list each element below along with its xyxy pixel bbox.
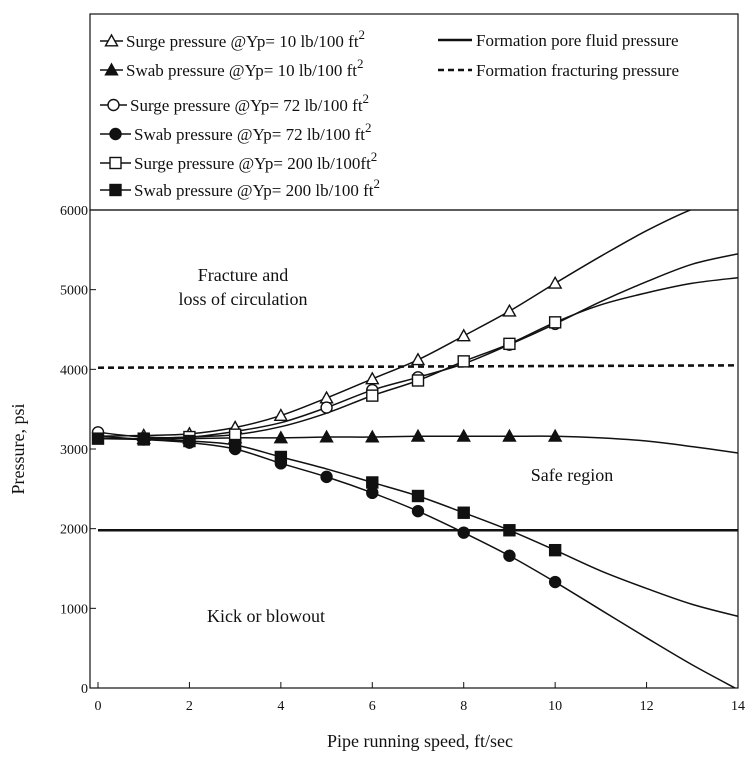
series-line-swab-200 [97, 437, 738, 618]
marker-swab-200 [137, 433, 150, 446]
x-tick-label: 14 [731, 699, 745, 714]
marker-surge-10 [273, 408, 289, 422]
legend-marker-swab-10 [104, 62, 119, 76]
marker-surge-10 [547, 275, 563, 289]
x-tick-label: 6 [369, 699, 376, 714]
marker-swab-200 [548, 543, 562, 557]
legend-label-text: Swab pressure @Yp= 72 lb/100 ft [134, 125, 365, 144]
region-label-fracture-line1: Fracture and [198, 265, 288, 285]
y-tick-label: 4000 [60, 363, 88, 378]
marker-surge-10 [410, 352, 426, 366]
x-tick-label: 12 [640, 699, 654, 714]
legend-label-superscript: 2 [363, 91, 370, 106]
x-tick-label: 0 [95, 699, 102, 714]
x-tick-label: 4 [277, 699, 284, 714]
marker-surge-200 [228, 428, 242, 441]
legend-label-swab-10: Swab pressure @Yp= 10 lb/100 ft2 [126, 56, 363, 80]
axis-ticks: 0 2 4 6 8 10 12 14 0 1000 2000 3000 4000 5000 6000 [60, 204, 745, 714]
plot-area [89, 209, 739, 689]
legend-label-superscript: 2 [359, 27, 366, 42]
legend-label-surge-200: Surge pressure @Yp= 200 lb/100ft2 [134, 149, 377, 173]
legend-label-swab-72: Swab pressure @Yp= 72 lb/100 ft2 [134, 120, 371, 144]
legend-label-text: Surge pressure @Yp= 72 lb/100 ft [130, 96, 363, 115]
marker-swab-200 [274, 450, 288, 464]
marker-swab-10 [319, 429, 334, 443]
marker-surge-10 [319, 390, 334, 404]
marker-surge-10 [502, 303, 517, 317]
legend-label-superscript: 2 [373, 176, 380, 191]
marker-surge-200 [548, 316, 562, 329]
marker-swab-200 [228, 438, 242, 452]
series-line-frac [97, 364, 738, 370]
y-tick-label: 3000 [60, 443, 88, 458]
marker-surge-10 [456, 328, 471, 342]
legend-marker-surge-72 [107, 98, 120, 112]
legend-label-surge-72: Surge pressure @Yp= 72 lb/100 ft2 [130, 91, 369, 115]
legend-label-text: Surge pressure @Yp= 10 lb/100 ft [126, 32, 359, 51]
marker-swab-72 [411, 504, 425, 518]
marker-swab-72 [320, 470, 333, 484]
y-tick-label: 0 [81, 682, 88, 697]
marker-surge-200 [503, 337, 516, 351]
marker-swab-10 [365, 429, 380, 443]
x-axis-title: Pipe running speed, ft/sec [327, 731, 513, 751]
marker-swab-72 [366, 486, 379, 500]
marker-swab-10 [502, 428, 517, 442]
marker-swab-200 [411, 489, 425, 503]
marker-swab-200 [91, 432, 105, 445]
marker-surge-72 [320, 401, 333, 414]
series-line-swab-72 [97, 435, 737, 688]
region-label-safe: Safe region [531, 465, 613, 485]
series-line-surge-10 [97, 210, 693, 438]
y-tick-label: 2000 [60, 523, 88, 538]
plot-frame [89, 209, 739, 689]
region-label-kick: Kick or blowout [207, 606, 325, 626]
legend-label-pore: Formation pore fluid pressure [476, 31, 679, 50]
legend-label-frac: Formation fracturing pressure [476, 61, 679, 80]
region-label-fracture-line2: loss of circulation [179, 289, 308, 309]
series-line-surge-72 [97, 253, 738, 439]
legend-marker-swab-200 [109, 183, 122, 197]
legend-marker-surge-200 [109, 156, 122, 170]
legend-label-text: Swab pressure @Yp= 10 lb/100 ft [126, 61, 357, 80]
marker-swab-200 [457, 506, 470, 519]
legend-label-swab-200: Swab pressure @Yp= 200 lb/100 ft2 [134, 176, 380, 200]
marker-swab-10 [410, 428, 426, 442]
y-tick-label: 1000 [60, 602, 88, 617]
legend-label-surge-10: Surge pressure @Yp= 10 lb/100 ft2 [126, 27, 365, 51]
marker-surge-200 [457, 355, 470, 368]
series-markers [91, 275, 563, 589]
legend-label-superscript: 2 [365, 120, 372, 135]
x-tick-label: 10 [548, 699, 562, 714]
x-tick-label: 8 [460, 699, 467, 714]
marker-surge-200 [411, 374, 425, 387]
marker-swab-200 [503, 524, 516, 537]
legend-label-text: Swab pressure @Yp= 200 lb/100 ft [134, 181, 374, 200]
y-tick-label: 6000 [60, 204, 88, 219]
marker-swab-10 [456, 428, 471, 442]
y-axis-title: Pressure, psi [8, 404, 28, 495]
marker-surge-10 [365, 371, 380, 385]
marker-surge-200 [366, 389, 379, 402]
marker-swab-72 [503, 549, 516, 562]
marker-swab-200 [183, 434, 196, 448]
legend-label-superscript: 2 [357, 56, 364, 71]
marker-swab-10 [273, 430, 289, 444]
y-tick-label: 5000 [60, 284, 88, 299]
marker-swab-10 [547, 428, 563, 442]
legend-marker-surge-10 [104, 33, 119, 47]
legend-label-superscript: 2 [371, 149, 378, 164]
x-tick-label: 2 [186, 699, 193, 714]
legend-label-text: Surge pressure @Yp= 200 lb/100ft [134, 154, 371, 173]
marker-swab-72 [548, 575, 562, 589]
legend-marker-swab-72 [109, 127, 122, 141]
marker-swab-72 [457, 526, 470, 539]
marker-swab-200 [366, 476, 379, 489]
